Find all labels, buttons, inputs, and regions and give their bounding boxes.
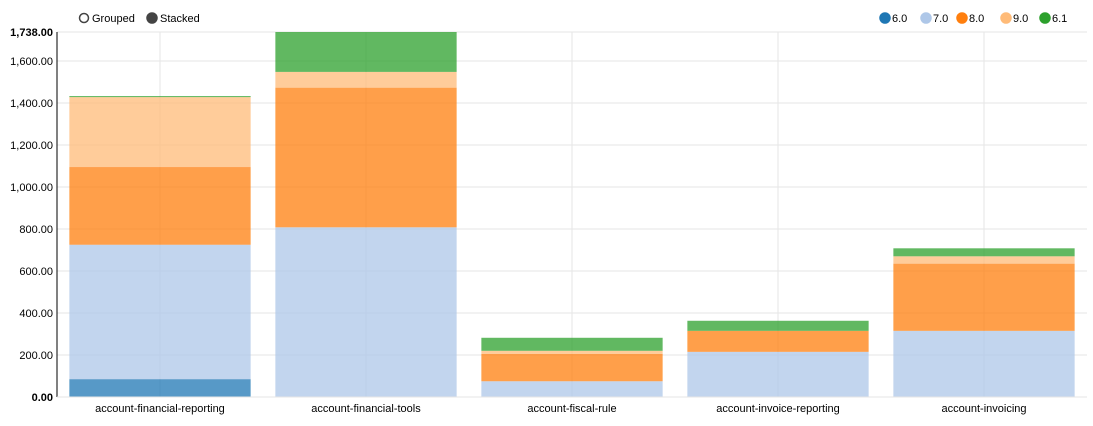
legend-label[interactable]: 8.0 (969, 13, 984, 25)
bar-segment[interactable] (69, 379, 251, 397)
bar-segment[interactable] (893, 330, 1075, 397)
bar-segment[interactable] (69, 167, 251, 245)
legend-item[interactable]: 8.0 (956, 12, 984, 25)
stacked-radio[interactable]: Stacked (146, 12, 200, 25)
bar-segment[interactable] (687, 320, 869, 331)
x-tick-label: account-invoice-reporting (716, 403, 840, 415)
y-tick-label: 1,600.00 (10, 56, 53, 68)
bar-segment[interactable] (481, 353, 663, 382)
bar-segment[interactable] (275, 32, 457, 72)
legend-swatch-icon[interactable] (1039, 12, 1051, 24)
bar-segment[interactable] (893, 248, 1075, 257)
y-tick-label: 800.00 (19, 224, 53, 236)
y-tick-label: 1,200.00 (10, 140, 53, 152)
x-tick-label: account-fiscal-rule (527, 403, 616, 415)
grouped-radio[interactable]: Grouped (78, 12, 135, 25)
y-tick-label: 0.00 (32, 392, 53, 404)
bar-segment[interactable] (275, 71, 457, 88)
y-tick-label: 1,738.00 (10, 27, 53, 39)
bar-segment[interactable] (275, 87, 457, 228)
bar-segment[interactable] (69, 244, 251, 380)
stacked-radio-icon[interactable] (146, 12, 158, 24)
legend-swatch-icon[interactable] (879, 12, 891, 24)
legend-item[interactable]: 9.0 (1000, 12, 1028, 25)
y-tick-label: 400.00 (19, 308, 53, 320)
y-tick-label: 600.00 (19, 266, 53, 278)
legend-item[interactable]: 6.1 (1039, 12, 1067, 25)
legend-item[interactable]: 7.0 (920, 12, 948, 25)
bars (69, 32, 1075, 397)
legend-swatch-icon[interactable] (956, 12, 968, 24)
stacked-label[interactable]: Stacked (160, 13, 200, 25)
bar-segment[interactable] (893, 263, 1075, 331)
y-tick-label: 1,400.00 (10, 98, 53, 110)
axes: 0.00 200.00 400.00 600.00 800.00 1,000.00 1,20… (10, 27, 1087, 415)
x-tick-label: account-invoicing (942, 403, 1027, 415)
legend: 6.0 7.0 8.0 9.0 6.1 (879, 12, 1067, 25)
bar-segment[interactable] (275, 227, 457, 397)
bar-segment[interactable] (687, 330, 869, 352)
legend-label[interactable]: 6.0 (892, 13, 907, 25)
bar-segment[interactable] (481, 350, 663, 354)
grouped-label[interactable]: Grouped (92, 13, 135, 25)
x-tick-label: account-financial-reporting (95, 403, 225, 415)
bar-segment[interactable] (687, 351, 869, 397)
x-tick-label: account-financial-tools (311, 403, 421, 415)
y-tick-label: 1,000.00 (10, 182, 53, 194)
bar-segment[interactable] (893, 256, 1075, 264)
bar-segment[interactable] (481, 381, 663, 397)
legend-swatch-icon[interactable] (920, 12, 932, 24)
legend-swatch-icon[interactable] (1000, 12, 1012, 24)
legend-item[interactable]: 6.0 (879, 12, 907, 25)
chart-controls: Grouped Stacked (78, 12, 200, 25)
bar-segment[interactable] (69, 96, 251, 98)
legend-label[interactable]: 7.0 (933, 13, 948, 25)
bar-segment[interactable] (69, 97, 251, 168)
y-tick-label: 200.00 (19, 350, 53, 362)
bar-segment[interactable] (481, 337, 663, 351)
legend-label[interactable]: 9.0 (1013, 13, 1028, 25)
grouped-radio-icon[interactable] (78, 12, 90, 24)
legend-label[interactable]: 6.1 (1052, 13, 1067, 25)
